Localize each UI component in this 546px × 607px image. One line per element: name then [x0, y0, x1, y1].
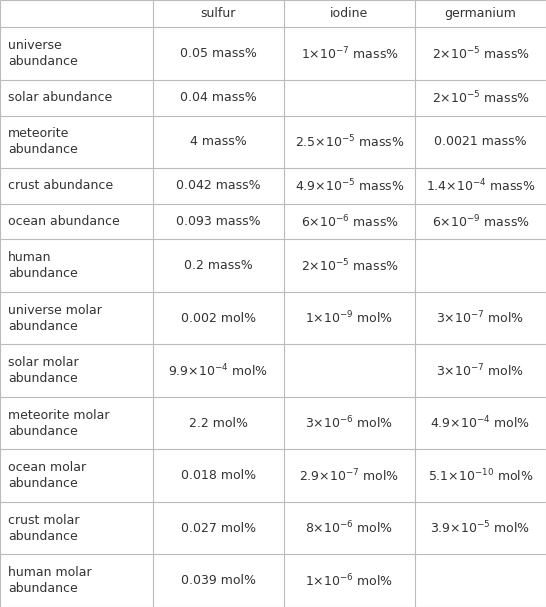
- Text: crust abundance: crust abundance: [8, 180, 113, 192]
- Text: universe molar
abundance: universe molar abundance: [8, 304, 102, 333]
- Text: $2.5{\times}10^{-5}$ mass%: $2.5{\times}10^{-5}$ mass%: [295, 134, 404, 150]
- Text: $2.9{\times}10^{-7}$ mol%: $2.9{\times}10^{-7}$ mol%: [299, 467, 400, 484]
- Text: $8{\times}10^{-6}$ mol%: $8{\times}10^{-6}$ mol%: [305, 520, 394, 537]
- Text: human molar
abundance: human molar abundance: [8, 566, 92, 595]
- Text: sulfur: sulfur: [201, 7, 236, 20]
- Text: 4 mass%: 4 mass%: [190, 135, 247, 148]
- Text: 0.0021 mass%: 0.0021 mass%: [434, 135, 527, 148]
- Text: iodine: iodine: [330, 7, 369, 20]
- Text: 0.04 mass%: 0.04 mass%: [180, 91, 257, 104]
- Text: universe
abundance: universe abundance: [8, 39, 78, 68]
- Text: meteorite molar
abundance: meteorite molar abundance: [8, 409, 110, 438]
- Text: 0.093 mass%: 0.093 mass%: [176, 215, 260, 228]
- Text: $2{\times}10^{-5}$ mass%: $2{\times}10^{-5}$ mass%: [431, 46, 530, 62]
- Text: 0.018 mol%: 0.018 mol%: [181, 469, 256, 482]
- Text: ocean molar
abundance: ocean molar abundance: [8, 461, 86, 490]
- Text: solar molar
abundance: solar molar abundance: [8, 356, 79, 385]
- Text: $3{\times}10^{-7}$ mol%: $3{\times}10^{-7}$ mol%: [436, 362, 525, 379]
- Text: $1.4{\times}10^{-4}$ mass%: $1.4{\times}10^{-4}$ mass%: [426, 178, 535, 194]
- Text: $3.9{\times}10^{-5}$ mol%: $3.9{\times}10^{-5}$ mol%: [430, 520, 531, 537]
- Text: 0.039 mol%: 0.039 mol%: [181, 574, 256, 587]
- Text: meteorite
abundance: meteorite abundance: [8, 127, 78, 156]
- Text: $1{\times}10^{-9}$ mol%: $1{\times}10^{-9}$ mol%: [305, 310, 394, 327]
- Text: $5.1{\times}10^{-10}$ mol%: $5.1{\times}10^{-10}$ mol%: [428, 467, 533, 484]
- Text: 0.002 mol%: 0.002 mol%: [181, 312, 256, 325]
- Text: 2.2 mol%: 2.2 mol%: [189, 417, 248, 430]
- Text: $1{\times}10^{-7}$ mass%: $1{\times}10^{-7}$ mass%: [300, 46, 399, 62]
- Text: $1{\times}10^{-6}$ mol%: $1{\times}10^{-6}$ mol%: [305, 572, 394, 589]
- Text: $2{\times}10^{-5}$ mass%: $2{\times}10^{-5}$ mass%: [300, 257, 399, 274]
- Text: human
abundance: human abundance: [8, 251, 78, 280]
- Text: ocean abundance: ocean abundance: [8, 215, 120, 228]
- Text: $9.9{\times}10^{-4}$ mol%: $9.9{\times}10^{-4}$ mol%: [168, 362, 269, 379]
- Text: 0.042 mass%: 0.042 mass%: [176, 180, 260, 192]
- Text: 0.027 mol%: 0.027 mol%: [181, 522, 256, 535]
- Text: $6{\times}10^{-9}$ mass%: $6{\times}10^{-9}$ mass%: [431, 213, 530, 230]
- Text: $2{\times}10^{-5}$ mass%: $2{\times}10^{-5}$ mass%: [431, 89, 530, 106]
- Text: $6{\times}10^{-6}$ mass%: $6{\times}10^{-6}$ mass%: [300, 213, 399, 230]
- Text: $4.9{\times}10^{-5}$ mass%: $4.9{\times}10^{-5}$ mass%: [295, 178, 404, 194]
- Text: $4.9{\times}10^{-4}$ mol%: $4.9{\times}10^{-4}$ mol%: [430, 415, 531, 432]
- Text: 0.2 mass%: 0.2 mass%: [184, 259, 253, 272]
- Text: 0.05 mass%: 0.05 mass%: [180, 47, 257, 60]
- Text: solar abundance: solar abundance: [8, 91, 112, 104]
- Text: $3{\times}10^{-6}$ mol%: $3{\times}10^{-6}$ mol%: [305, 415, 394, 432]
- Text: $3{\times}10^{-7}$ mol%: $3{\times}10^{-7}$ mol%: [436, 310, 525, 327]
- Text: crust molar
abundance: crust molar abundance: [8, 514, 80, 543]
- Text: germanium: germanium: [444, 7, 517, 20]
